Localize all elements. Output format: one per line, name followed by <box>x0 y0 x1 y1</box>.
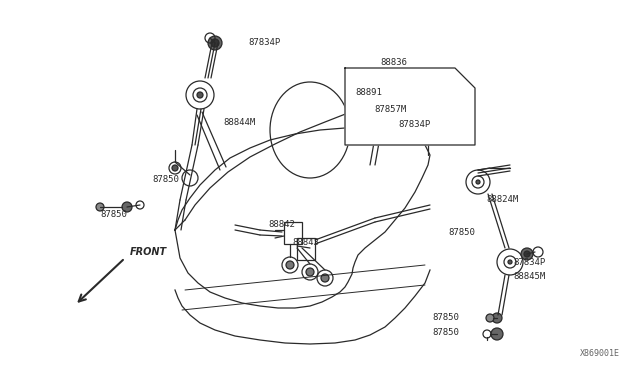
Circle shape <box>521 248 533 260</box>
Bar <box>284 222 302 244</box>
Text: 87834P: 87834P <box>398 120 430 129</box>
Text: 87850: 87850 <box>432 313 459 322</box>
Circle shape <box>524 251 530 257</box>
Text: 88842: 88842 <box>268 220 295 229</box>
Text: 87834P: 87834P <box>248 38 280 47</box>
Circle shape <box>286 261 294 269</box>
Circle shape <box>486 314 494 322</box>
Circle shape <box>211 39 219 47</box>
Polygon shape <box>345 68 475 145</box>
Bar <box>425 105 445 119</box>
Text: 87857M: 87857M <box>374 105 406 114</box>
Text: 88844M: 88844M <box>223 118 255 127</box>
Text: 87850: 87850 <box>100 210 127 219</box>
Circle shape <box>508 260 512 264</box>
Text: X869001E: X869001E <box>580 349 620 358</box>
Text: 87850: 87850 <box>432 328 459 337</box>
Circle shape <box>491 328 503 340</box>
Circle shape <box>306 268 314 276</box>
Circle shape <box>492 313 502 323</box>
Text: 88891: 88891 <box>355 88 382 97</box>
Text: 88836: 88836 <box>380 58 407 67</box>
Text: 87850: 87850 <box>152 175 179 184</box>
Circle shape <box>476 180 480 184</box>
Bar <box>297 238 315 260</box>
Circle shape <box>321 274 329 282</box>
Text: 88843: 88843 <box>292 238 319 247</box>
Circle shape <box>172 165 178 171</box>
Circle shape <box>96 203 104 211</box>
Text: 87834P: 87834P <box>513 258 545 267</box>
Circle shape <box>197 92 203 98</box>
Circle shape <box>122 202 132 212</box>
Text: 88845M: 88845M <box>513 272 545 281</box>
Circle shape <box>410 107 420 117</box>
Text: 88824M: 88824M <box>486 195 518 204</box>
Text: 87850: 87850 <box>448 228 475 237</box>
Circle shape <box>208 36 222 50</box>
Text: FRONT: FRONT <box>130 247 167 257</box>
